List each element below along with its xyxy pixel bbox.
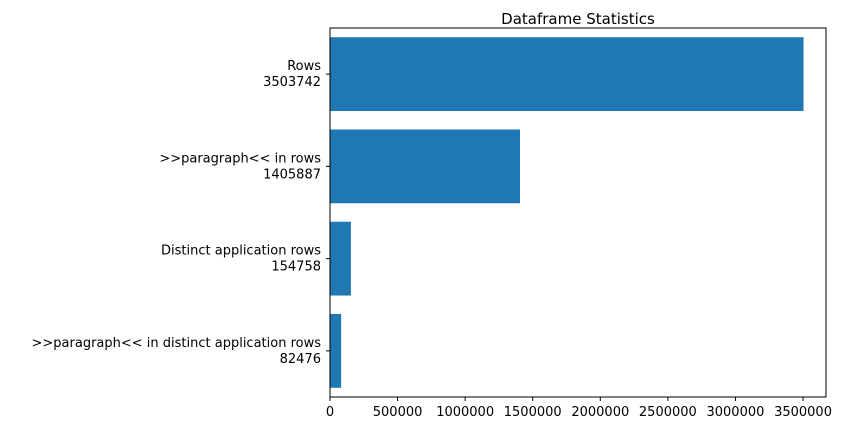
y-tick-label: >>paragraph<< in distinct application ro… <box>32 336 322 351</box>
x-tick-label: 2500000 <box>639 405 697 420</box>
y-tick-label: Distinct application rows <box>161 244 321 259</box>
y-tick-label: 3503742 <box>263 75 321 90</box>
x-tick-label: 1500000 <box>504 405 562 420</box>
x-tick-label: 3500000 <box>774 405 832 420</box>
bar <box>330 37 804 112</box>
x-tick-label: 3000000 <box>706 405 764 420</box>
y-tick-label: >>paragraph<< in rows <box>159 151 321 166</box>
chart-title: Dataframe Statistics <box>501 10 655 28</box>
y-tick-label: Rows <box>287 59 321 74</box>
x-tick-label: 2000000 <box>571 405 629 420</box>
x-tick-label: 0 <box>326 405 334 420</box>
x-axis: 0 500000 1000000 1500000 2000000 2500000 30000… <box>326 397 832 420</box>
bar <box>330 313 342 388</box>
plot-frame <box>329 27 827 398</box>
y-tick-label: 1405887 <box>263 167 321 182</box>
bar <box>330 221 351 296</box>
y-tick-label: 82476 <box>280 352 321 367</box>
y-tick-label: 154758 <box>271 260 321 275</box>
x-tick-label: 500000 <box>373 405 423 420</box>
bars-group <box>330 37 804 388</box>
x-tick-label: 1000000 <box>436 405 494 420</box>
bar <box>330 129 521 204</box>
